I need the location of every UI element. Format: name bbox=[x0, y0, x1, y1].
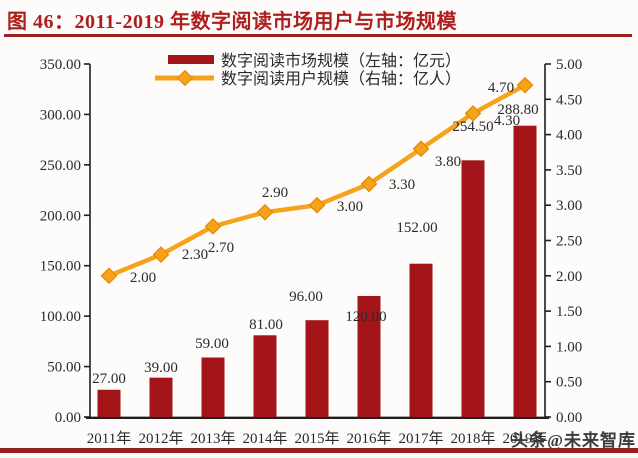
right-axis-tick-label: 2.00 bbox=[556, 269, 582, 285]
x-axis-label: 2015年 bbox=[294, 430, 339, 447]
legend-line-label: 数字阅读用户规模（右轴：亿人） bbox=[221, 70, 461, 88]
bar-value-label: 120.00 bbox=[345, 309, 386, 325]
bar-value-label: 254.50 bbox=[452, 119, 493, 135]
line-marker-2013年 bbox=[204, 218, 222, 235]
line-marker-2011年 bbox=[100, 267, 118, 285]
line-value-label: 3.30 bbox=[389, 177, 415, 193]
bar-series bbox=[97, 125, 537, 417]
bar-value-label: 39.00 bbox=[144, 360, 178, 376]
bar-2018年 bbox=[461, 160, 485, 417]
bar-2019年 bbox=[513, 125, 537, 417]
left-axis: 0.00 50.00 100.00 150.00 200.00 250.00 300.00 3… bbox=[40, 57, 90, 426]
line-value-label: 4.30 bbox=[494, 113, 520, 129]
bottom-rule bbox=[0, 448, 638, 453]
x-axis-label: 2018年 bbox=[450, 430, 495, 447]
legend-bar-label: 数字阅读市场规模（左轴：亿元） bbox=[221, 52, 461, 70]
bar-2014年 bbox=[253, 335, 277, 417]
left-axis-tick-label: 200.00 bbox=[40, 208, 81, 224]
x-axis-label: 2013年 bbox=[190, 430, 235, 447]
data-labels: 27.00 39.00 59.00 81.00 96.00 120.00 152.00 254… bbox=[92, 80, 539, 387]
right-axis-tick-label: 3.00 bbox=[556, 198, 582, 214]
x-axis-label: 2019年 bbox=[502, 430, 547, 447]
line-marker-2015年 bbox=[308, 196, 326, 214]
bar-value-label: 59.00 bbox=[195, 336, 229, 352]
bar-2016年 bbox=[357, 295, 381, 417]
left-axis-tick-label: 350.00 bbox=[40, 57, 81, 73]
bar-2013年 bbox=[201, 357, 225, 417]
left-axis-tick-label: 0.00 bbox=[55, 410, 81, 426]
right-axis-tick-label: 4.50 bbox=[556, 92, 582, 108]
x-axis-label: 2017年 bbox=[398, 430, 443, 447]
left-axis-tick-label: 50.00 bbox=[47, 360, 81, 376]
title-underline bbox=[4, 34, 632, 37]
right-axis-tick-label: 3.50 bbox=[556, 163, 582, 179]
line-marker-2018年 bbox=[464, 105, 482, 122]
left-axis-tick-label: 100.00 bbox=[40, 309, 81, 325]
bar-2012年 bbox=[149, 377, 173, 417]
line-value-label: 3.80 bbox=[435, 154, 461, 170]
bar-value-label: 81.00 bbox=[249, 317, 283, 333]
bar-value-label: 152.00 bbox=[396, 220, 437, 236]
left-axis-tick-label: 300.00 bbox=[40, 107, 81, 123]
line-marker-2012年 bbox=[152, 246, 170, 263]
line-marker-2016年 bbox=[360, 175, 378, 193]
watermark: 头条@未来智库 bbox=[511, 431, 636, 450]
line-value-label: 2.30 bbox=[182, 247, 208, 263]
bar-value-label: 288.80 bbox=[497, 102, 538, 118]
line-value-label: 2.90 bbox=[262, 185, 288, 201]
figure-title: 图 46：2011-2019 年数字阅读市场用户与市场规模 bbox=[7, 11, 458, 33]
line-value-label: 2.00 bbox=[130, 270, 156, 286]
right-axis-tick-label: 0.00 bbox=[556, 410, 582, 426]
line-marker-2019年 bbox=[516, 76, 534, 94]
line-series bbox=[100, 76, 534, 285]
line-value-label: 2.70 bbox=[208, 240, 234, 256]
line-marker-2017年 bbox=[412, 140, 430, 158]
legend-bar-swatch bbox=[168, 55, 214, 64]
x-axis-label: 2014年 bbox=[242, 430, 287, 447]
bar-2017年 bbox=[409, 263, 433, 417]
right-axis-tick-label: 2.50 bbox=[556, 234, 582, 250]
right-axis-tick-label: 1.50 bbox=[556, 304, 582, 320]
left-axis-tick-label: 250.00 bbox=[40, 158, 81, 174]
bar-2015年 bbox=[305, 320, 329, 417]
line-value-label: 3.00 bbox=[337, 199, 363, 215]
x-axis-label: 2011年 bbox=[87, 430, 131, 447]
x-axis-label: 2012年 bbox=[138, 430, 183, 447]
right-axis-tick-label: 1.00 bbox=[556, 339, 582, 355]
right-axis-tick-label: 0.50 bbox=[556, 375, 582, 391]
x-axis: 2011年 2012年 2013年 2014年 2015年 2016年 2017年 2018年… bbox=[87, 430, 548, 447]
right-axis-tick-label: 4.00 bbox=[556, 128, 582, 144]
right-axis: 0.00 0.50 1.00 1.50 2.00 2.50 3.00 3.50 4.00 4.50… bbox=[545, 57, 582, 426]
right-axis-tick-label: 5.00 bbox=[556, 57, 582, 73]
line-value-label: 4.70 bbox=[488, 80, 514, 96]
x-axis-label: 2016年 bbox=[346, 430, 391, 447]
left-axis-tick-label: 150.00 bbox=[40, 259, 81, 275]
bar-value-label: 96.00 bbox=[289, 289, 323, 305]
line-marker-2014年 bbox=[256, 203, 274, 221]
bar-value-label: 27.00 bbox=[92, 371, 126, 387]
bar-2011年 bbox=[97, 389, 121, 417]
legend-line-marker bbox=[176, 69, 194, 87]
legend: 数字阅读市场规模（左轴：亿元）数字阅读用户规模（右轴：亿人） bbox=[155, 52, 461, 88]
